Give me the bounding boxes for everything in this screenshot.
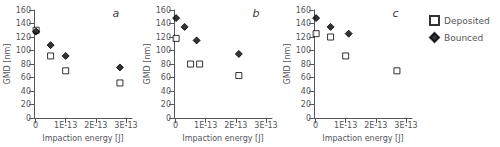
svg-text:Bounced: Bounced [444, 33, 483, 43]
svg-text:140: 140 [156, 19, 171, 28]
svg-text:100: 100 [296, 46, 311, 55]
svg-text:Impaction energy [J]: Impaction energy [J] [42, 134, 123, 143]
svg-text:c: c [392, 7, 398, 20]
svg-text:GMD [nm]: GMD [nm] [283, 44, 292, 85]
svg-text:GMD [nm]: GMD [nm] [143, 44, 152, 85]
svg-text:0: 0 [173, 121, 178, 130]
svg-text:60: 60 [161, 73, 171, 82]
svg-text:20: 20 [301, 100, 311, 109]
svg-text:40: 40 [161, 87, 171, 96]
svg-text:0: 0 [26, 114, 31, 123]
svg-text:100: 100 [16, 46, 31, 55]
svg-text:20: 20 [161, 100, 171, 109]
svg-text:0: 0 [33, 121, 38, 130]
svg-text:120: 120 [296, 33, 311, 42]
svg-text:Deposited: Deposited [444, 16, 490, 26]
svg-text:2E-13: 2E-13 [364, 121, 387, 130]
svg-text:80: 80 [161, 60, 171, 69]
svg-text:20: 20 [21, 100, 31, 109]
svg-text:3E-13: 3E-13 [254, 121, 277, 130]
svg-text:0: 0 [306, 114, 311, 123]
svg-text:GMD [nm]: GMD [nm] [3, 44, 12, 85]
svg-text:160: 160 [296, 6, 311, 15]
svg-text:160: 160 [16, 6, 31, 15]
svg-text:3E-13: 3E-13 [114, 121, 137, 130]
svg-text:Impaction energy [J]: Impaction energy [J] [322, 134, 403, 143]
svg-text:2E-13: 2E-13 [224, 121, 247, 130]
svg-text:80: 80 [21, 60, 31, 69]
svg-text:80: 80 [301, 60, 311, 69]
svg-text:b: b [252, 7, 259, 20]
svg-text:3E-13: 3E-13 [394, 121, 417, 130]
svg-text:a: a [112, 7, 119, 20]
svg-text:0: 0 [313, 121, 318, 130]
svg-text:60: 60 [21, 73, 31, 82]
svg-text:Impaction energy [J]: Impaction energy [J] [182, 134, 263, 143]
svg-text:100: 100 [156, 46, 171, 55]
svg-text:2E-13: 2E-13 [84, 121, 107, 130]
svg-text:120: 120 [156, 33, 171, 42]
svg-text:1E-13: 1E-13 [194, 121, 217, 130]
svg-text:140: 140 [296, 19, 311, 28]
svg-text:60: 60 [301, 73, 311, 82]
svg-text:140: 140 [16, 19, 31, 28]
svg-text:40: 40 [301, 87, 311, 96]
svg-text:40: 40 [21, 87, 31, 96]
svg-text:1E-13: 1E-13 [54, 121, 77, 130]
svg-text:1E-13: 1E-13 [334, 121, 357, 130]
svg-text:0: 0 [166, 114, 171, 123]
svg-text:160: 160 [156, 6, 171, 15]
svg-text:120: 120 [16, 33, 31, 42]
